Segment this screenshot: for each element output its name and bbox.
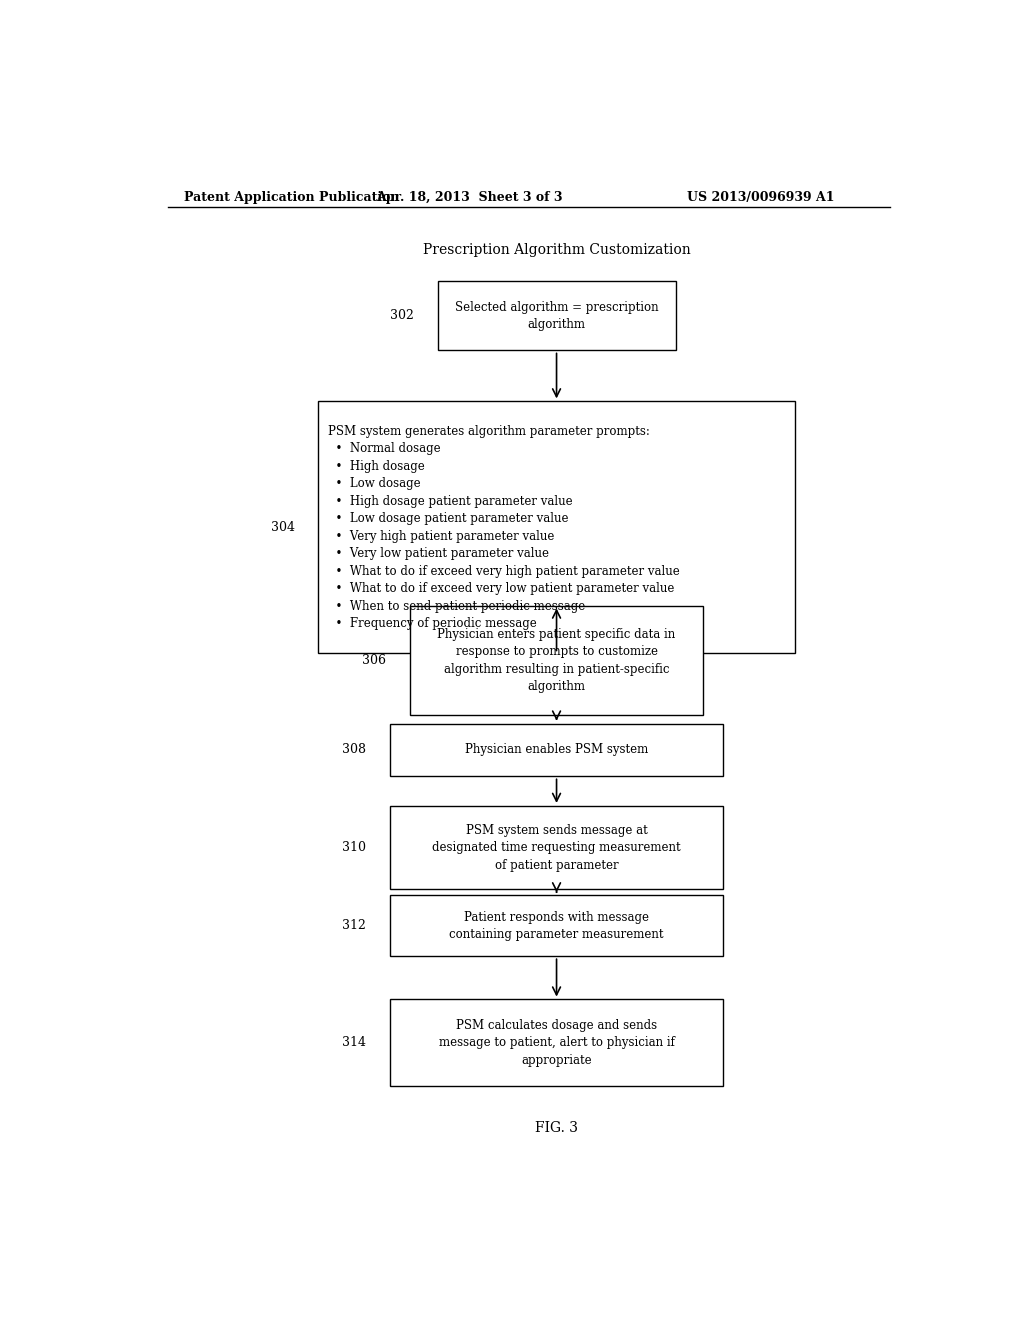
- Text: 308: 308: [342, 743, 367, 756]
- FancyBboxPatch shape: [390, 805, 723, 890]
- Text: PSM system generates algorithm parameter prompts:
  •  Normal dosage
  •  High d: PSM system generates algorithm parameter…: [328, 425, 680, 630]
- Text: FIG. 3: FIG. 3: [536, 1121, 578, 1135]
- FancyBboxPatch shape: [410, 606, 703, 715]
- FancyBboxPatch shape: [437, 281, 676, 351]
- Text: Patient responds with message
containing parameter measurement: Patient responds with message containing…: [450, 911, 664, 941]
- Text: 314: 314: [342, 1036, 367, 1049]
- Text: 306: 306: [361, 653, 386, 667]
- Text: PSM calculates dosage and sends
message to patient, alert to physician if
approp: PSM calculates dosage and sends message …: [438, 1019, 675, 1067]
- Text: Physician enables PSM system: Physician enables PSM system: [465, 743, 648, 756]
- Text: Apr. 18, 2013  Sheet 3 of 3: Apr. 18, 2013 Sheet 3 of 3: [376, 190, 562, 203]
- Text: 312: 312: [342, 919, 367, 932]
- Text: 304: 304: [270, 521, 295, 533]
- FancyBboxPatch shape: [390, 999, 723, 1086]
- Text: US 2013/0096939 A1: US 2013/0096939 A1: [687, 190, 835, 203]
- Text: 302: 302: [390, 309, 414, 322]
- Text: Physician enters patient specific data in
response to prompts to customize
algor: Physician enters patient specific data i…: [437, 628, 676, 693]
- Text: 310: 310: [342, 841, 367, 854]
- Text: PSM system sends message at
designated time requesting measurement
of patient pa: PSM system sends message at designated t…: [432, 824, 681, 871]
- FancyBboxPatch shape: [390, 723, 723, 776]
- Text: Prescription Algorithm Customization: Prescription Algorithm Customization: [423, 243, 690, 257]
- Text: Patent Application Publication: Patent Application Publication: [183, 190, 399, 203]
- FancyBboxPatch shape: [318, 401, 795, 653]
- Text: Selected algorithm = prescription
algorithm: Selected algorithm = prescription algori…: [455, 301, 658, 331]
- FancyBboxPatch shape: [390, 895, 723, 956]
